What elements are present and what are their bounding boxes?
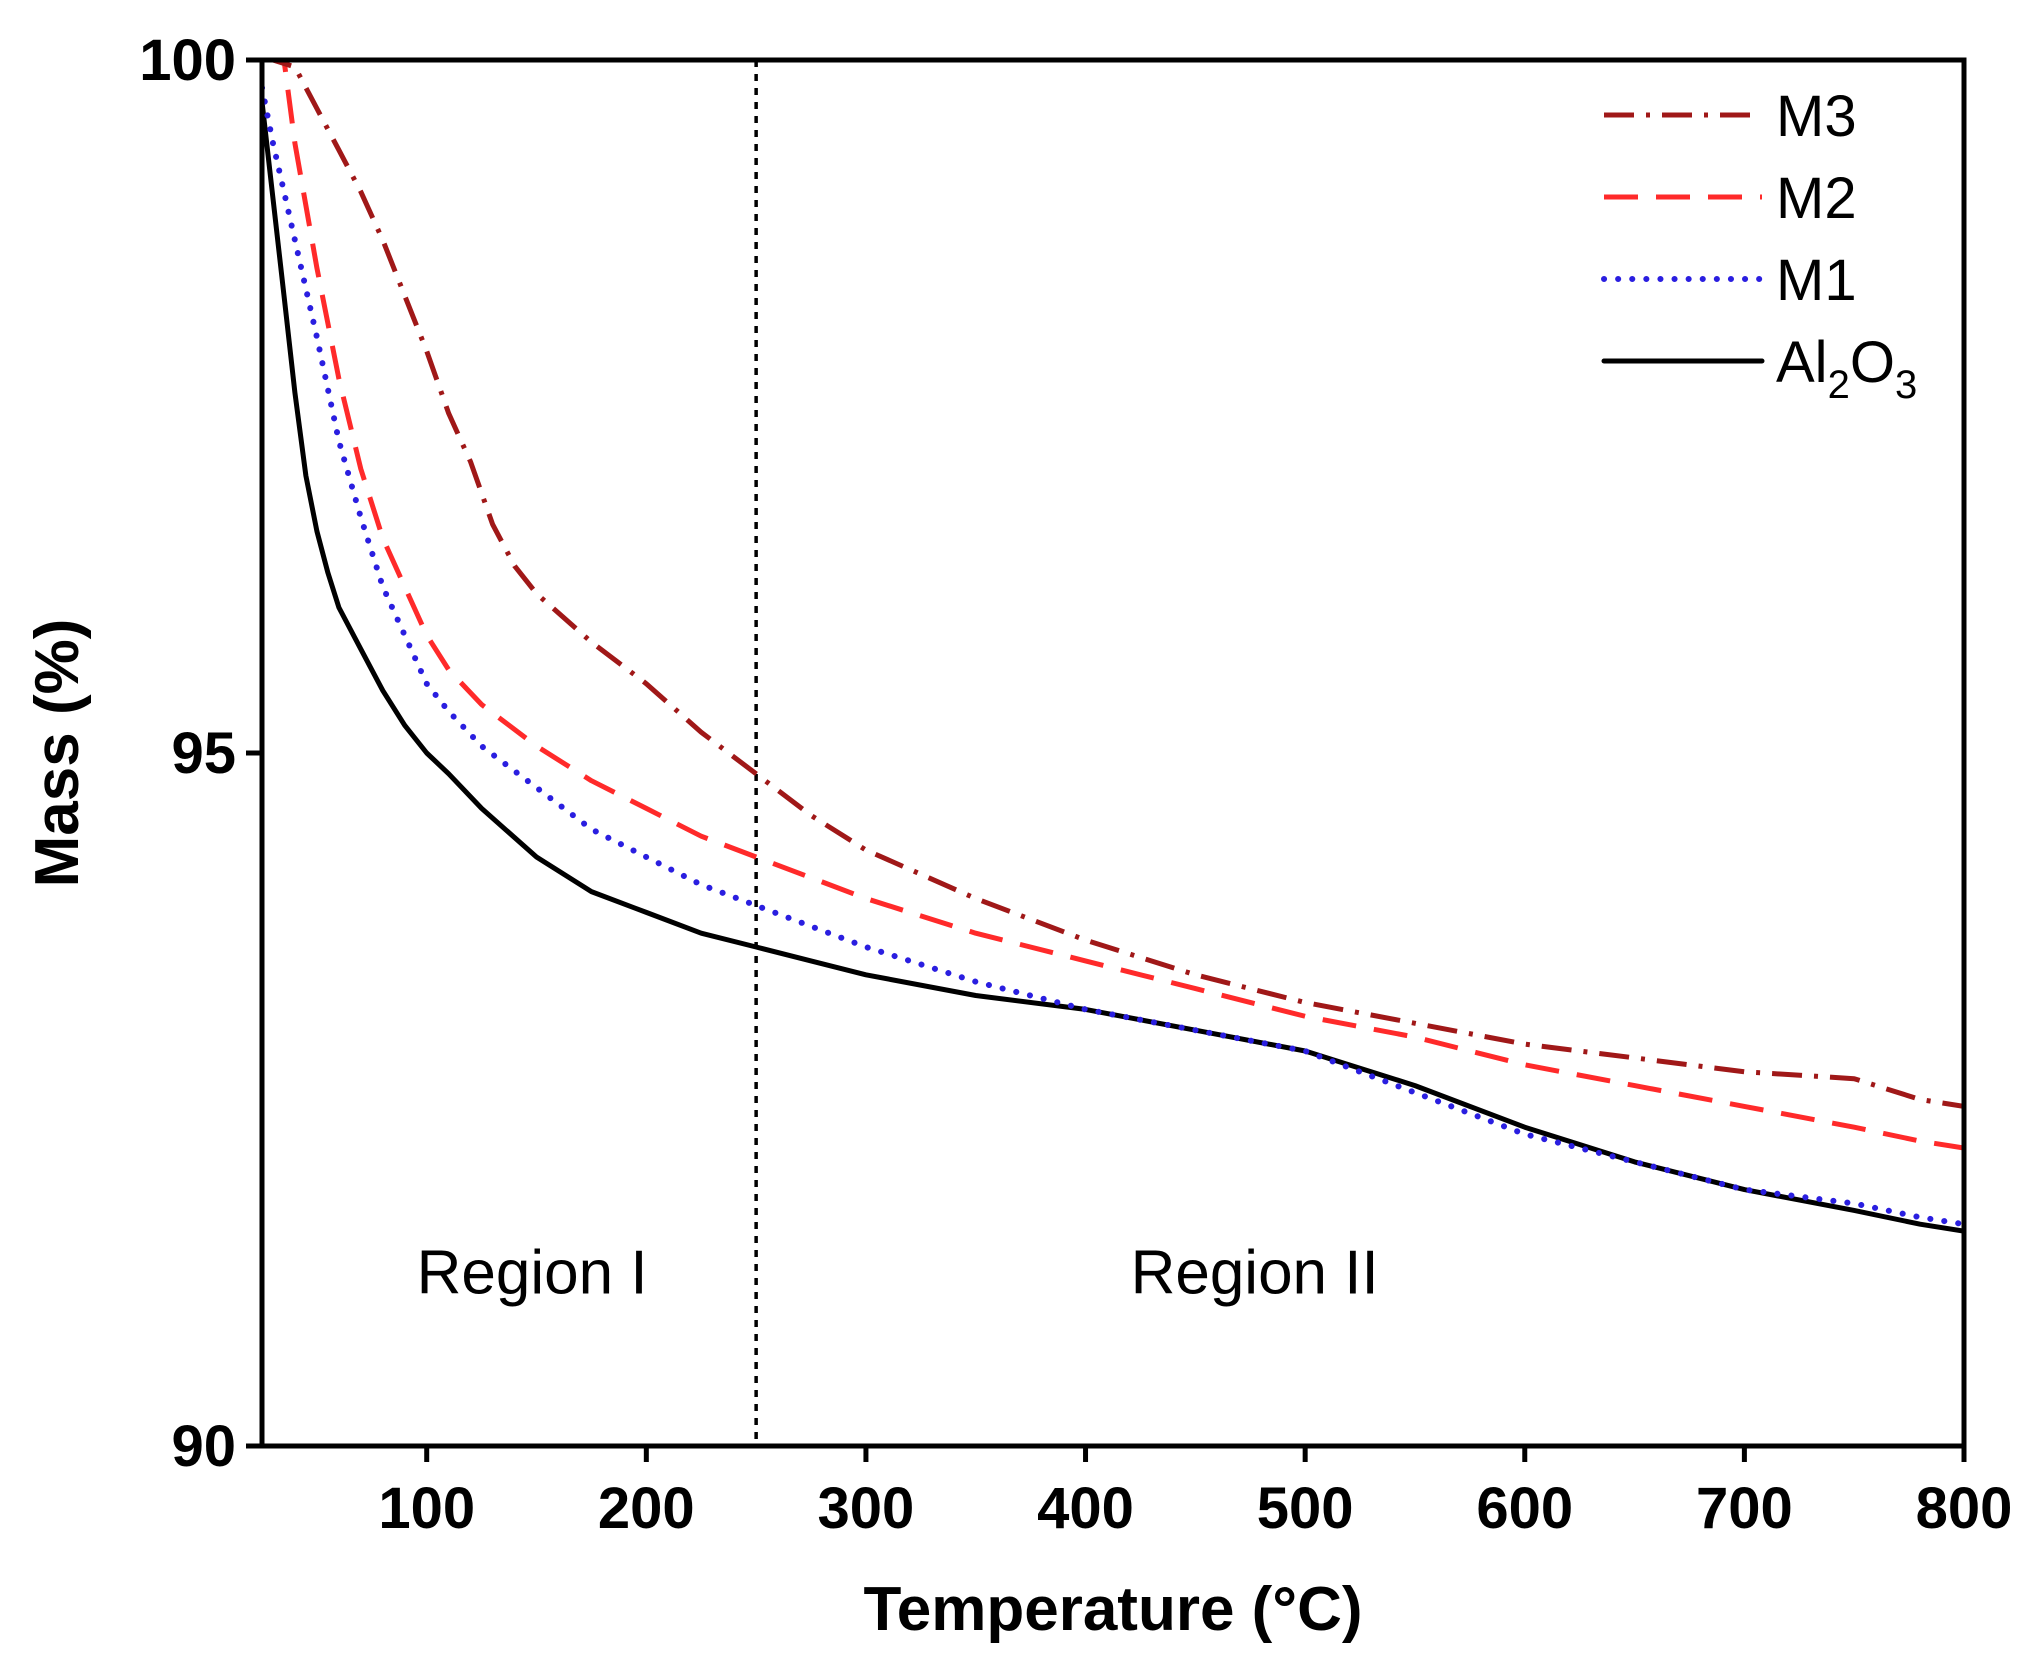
x-tick-label-100: 100 [378,1476,475,1541]
annotation-layer: Region I Region II [417,1239,1379,1308]
x-tick-label-500: 500 [1257,1476,1354,1541]
x-tick-label-800: 800 [1916,1476,2013,1541]
y-axis-title: Mass (%) [23,619,92,888]
series-line-al2o3 [262,99,1964,1234]
legend-al2o3-sub-3: 3 [1895,363,1917,407]
legend-label-al2o3: Al2O3 [1776,330,1917,407]
x-tick-label-300: 300 [818,1476,915,1541]
series-layer [262,60,1964,1234]
legend-al2o3-part-o: O [1850,330,1895,395]
x-tick-label-600: 600 [1476,1476,1573,1541]
legend-label-m3: M3 [1776,84,1857,149]
ticks-layer: 100 200 300 400 500 600 700 800 90 95 100 [139,28,2012,1541]
legend-label-m1: M1 [1776,248,1857,313]
x-axis-title: Temperature (°C) [863,1575,1362,1644]
series-line-m3 [262,60,1964,1109]
x-tick-label-400: 400 [1037,1476,1134,1541]
region-ii-label: Region II [1131,1239,1379,1308]
y-tick-label-100: 100 [139,28,236,93]
x-tick-label-700: 700 [1696,1476,1793,1541]
legend-label-m2: M2 [1776,166,1857,231]
y-tick-label-90: 90 [171,1414,236,1479]
legend: M3 M2 M1 Al2O3 [1601,84,1917,407]
legend-al2o3-sub-2: 2 [1828,363,1850,407]
y-tick-label-95: 95 [171,721,236,786]
region-i-label: Region I [417,1239,648,1308]
series-line-m2 [262,60,1964,1151]
legend-al2o3-part-al: Al [1776,330,1828,395]
series-line-m1 [262,84,1964,1228]
x-tick-label-200: 200 [598,1476,695,1541]
